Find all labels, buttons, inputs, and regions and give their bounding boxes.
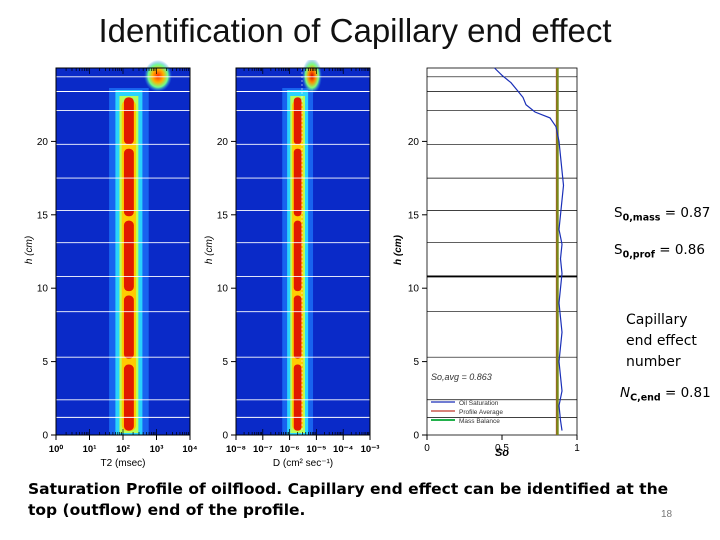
d-y-ticks: 0 5 10 15 20 (217, 137, 236, 442)
d-x-tick-label: 10⁻⁷ (253, 444, 273, 455)
d-x-tick-label: 10⁻⁶ (280, 444, 300, 455)
t2-y-ticks: 0 5 10 15 20 (37, 137, 56, 442)
d-y-tick-label: 10 (217, 284, 229, 295)
t2-y-tick-label: 20 (37, 137, 49, 148)
so-y-axis-label: h (cm) (393, 234, 404, 265)
so-x-tick-label: 0 (424, 443, 430, 454)
t2-x-tick-label: 10² (116, 444, 130, 455)
s0-mass-annotation: S0,mass = 0.87 (614, 205, 711, 224)
legend-mass-balance: Mass Balance (459, 418, 500, 425)
so-y-tick-label: 20 (408, 137, 420, 148)
so-y-tick-label: 15 (408, 210, 420, 221)
so-x-tick-label: 1 (574, 443, 580, 454)
so-x-axis-label: So (495, 447, 509, 459)
legend-profile-average: Profile Average (459, 409, 503, 416)
so-y-tick-label: 5 (413, 357, 419, 368)
d-x-tick-label: 10⁻⁸ (226, 444, 246, 455)
t2-y-tick-label: 5 (42, 357, 48, 368)
capillary-end-effect-label: Capillary end effect number (626, 312, 697, 370)
so-x-tick-label: 0.5 (495, 443, 509, 454)
t2-red-segment (123, 295, 134, 359)
so-gridlines (427, 76, 577, 418)
d-red-segment (293, 364, 302, 431)
t2-top-peak (144, 60, 172, 92)
t2-x-tick-label: 10⁴ (182, 444, 198, 455)
so-y-tick-label: 10 (408, 284, 420, 295)
so-x-ticks: 0 0.5 1 (424, 435, 580, 454)
t2-gridlines (56, 76, 190, 418)
t2-red-segment (123, 220, 134, 292)
nc-end-annotation: NC,end = 0.81 (620, 385, 711, 404)
d-y-tick-label: 15 (217, 210, 229, 221)
t2-red-segment (123, 364, 134, 431)
d-red-segment (293, 295, 302, 359)
d-distribution-band (282, 88, 314, 435)
d-x-tick-label: 10⁻³ (361, 444, 380, 455)
t2-y-tick-label: 10 (37, 284, 49, 295)
d-y-axis-label: h (cm) (204, 236, 215, 264)
t2-x-axis-label: T2 (msec) (101, 458, 146, 469)
s0-prof-annotation: S0,prof = 0.86 (614, 242, 705, 261)
t2-x-tick-label: 10¹ (83, 444, 97, 455)
t2-red-segment (123, 97, 134, 145)
t2-distribution-band (109, 88, 149, 435)
d-y-tick-label: 20 (217, 137, 229, 148)
legend-oil-saturation: Oil Saturation (459, 400, 499, 407)
slide-caption: Saturation Profile of oilflood. Capillar… (28, 480, 669, 519)
so-y-ticks: 0 5 10 15 20 (408, 137, 427, 442)
t2-red-segment (123, 148, 134, 217)
diffusion-heatmap-panel: 0 5 10 15 20 10⁻⁸ 10⁻⁷ 10⁻⁶ 10⁻⁵ 10⁻⁴ 10⁻³ h (cm)… (204, 60, 379, 469)
d-x-axis-label: D (cm² sec⁻¹) (273, 458, 333, 469)
so-legend: Oil Saturation Profile Average Mass Bala… (431, 400, 503, 425)
t2-heatmap-panel: 0 5 10 15 20 10⁰ 10¹ 10² 10³ 10⁴ h (cm) T2 (msec… (24, 60, 198, 469)
t2-y-tick-label: 0 (42, 431, 48, 442)
d-x-ticks: 10⁻⁸ 10⁻⁷ 10⁻⁶ 10⁻⁵ 10⁻⁴ 10⁻³ (226, 68, 379, 455)
slide-number: 18 (661, 509, 673, 520)
d-y-tick-label: 0 (222, 431, 228, 442)
d-red-segment (293, 97, 302, 145)
t2-y-axis-label: h (cm) (24, 236, 35, 264)
t2-x-tick-label: 10³ (150, 444, 164, 455)
t2-x-tick-label: 10⁰ (49, 444, 64, 455)
d-red-segment (293, 220, 302, 292)
t2-x-ticks: 10⁰ 10¹ 10² 10³ 10⁴ (49, 68, 198, 455)
d-x-tick-label: 10⁻⁴ (333, 444, 354, 455)
t2-y-tick-label: 15 (37, 210, 49, 221)
slide-title: Identification of Capillary end effect (98, 12, 612, 49)
oil-saturation-line (494, 67, 565, 431)
so-avg-annotation: So,avg = 0.863 (431, 372, 492, 382)
d-red-segment (293, 148, 302, 217)
d-y-tick-label: 5 (222, 357, 228, 368)
d-gridlines (236, 76, 370, 418)
so-y-tick-label: 0 (413, 431, 419, 442)
d-x-tick-label: 10⁻⁵ (306, 444, 326, 455)
